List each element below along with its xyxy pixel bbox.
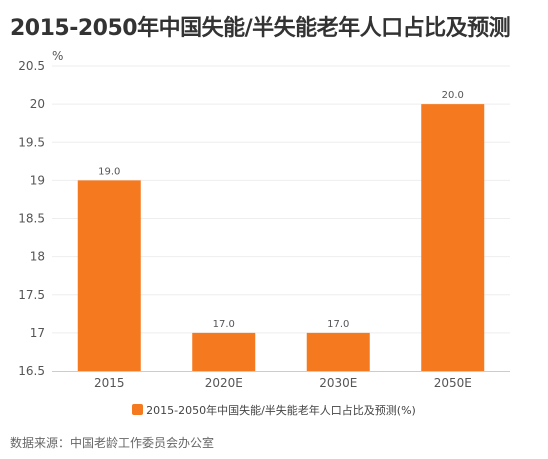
- y-tick-label: 18: [30, 250, 45, 264]
- y-tick-label: 20.5: [18, 59, 45, 73]
- data-label: 19.0: [98, 166, 120, 177]
- y-tick-label: 19: [30, 173, 45, 187]
- source-note: 数据来源：中国老龄工作委员会办公室: [10, 436, 215, 450]
- y-tick-label: 16.5: [18, 364, 45, 378]
- y-axis-unit-label: %: [52, 49, 63, 63]
- legend: 2015-2050年中国失能/半失能老年人口占比及预测(%): [0, 402, 548, 418]
- y-tick-label: 19.5: [18, 135, 45, 149]
- chart-title: 2015-2050年中国失能/半失能老年人口占比及预测: [10, 16, 511, 41]
- bars: [77, 104, 485, 371]
- data-label: 17.0: [327, 319, 349, 330]
- bar: [77, 180, 141, 371]
- x-tick-label: 2050E: [434, 376, 472, 390]
- x-tick-label: 2015: [94, 376, 125, 390]
- y-tick-label: 18.5: [18, 212, 45, 226]
- x-tick-label: 2020E: [205, 376, 243, 390]
- bar: [306, 332, 370, 371]
- data-label: 20.0: [442, 90, 464, 101]
- bar: [192, 332, 256, 371]
- y-tick-label: 17: [30, 326, 45, 340]
- y-axis-ticks: 16.5 17 17.5 18 18.5 19 19.5 20 20.5: [18, 59, 45, 378]
- x-tick-label: 2030E: [319, 376, 357, 390]
- legend-swatch: [132, 404, 144, 415]
- x-axis-ticks: 2015 2020E 2030E 2050E: [94, 376, 472, 390]
- legend-label: 2015-2050年中国失能/半失能老年人口占比及预测(%): [146, 404, 416, 417]
- data-label: 17.0: [213, 319, 235, 330]
- data-labels: 19.0 17.0 17.0 20.0: [98, 90, 464, 330]
- y-tick-label: 17.5: [18, 288, 45, 302]
- y-tick-label: 20: [30, 97, 45, 111]
- bar: [421, 104, 485, 371]
